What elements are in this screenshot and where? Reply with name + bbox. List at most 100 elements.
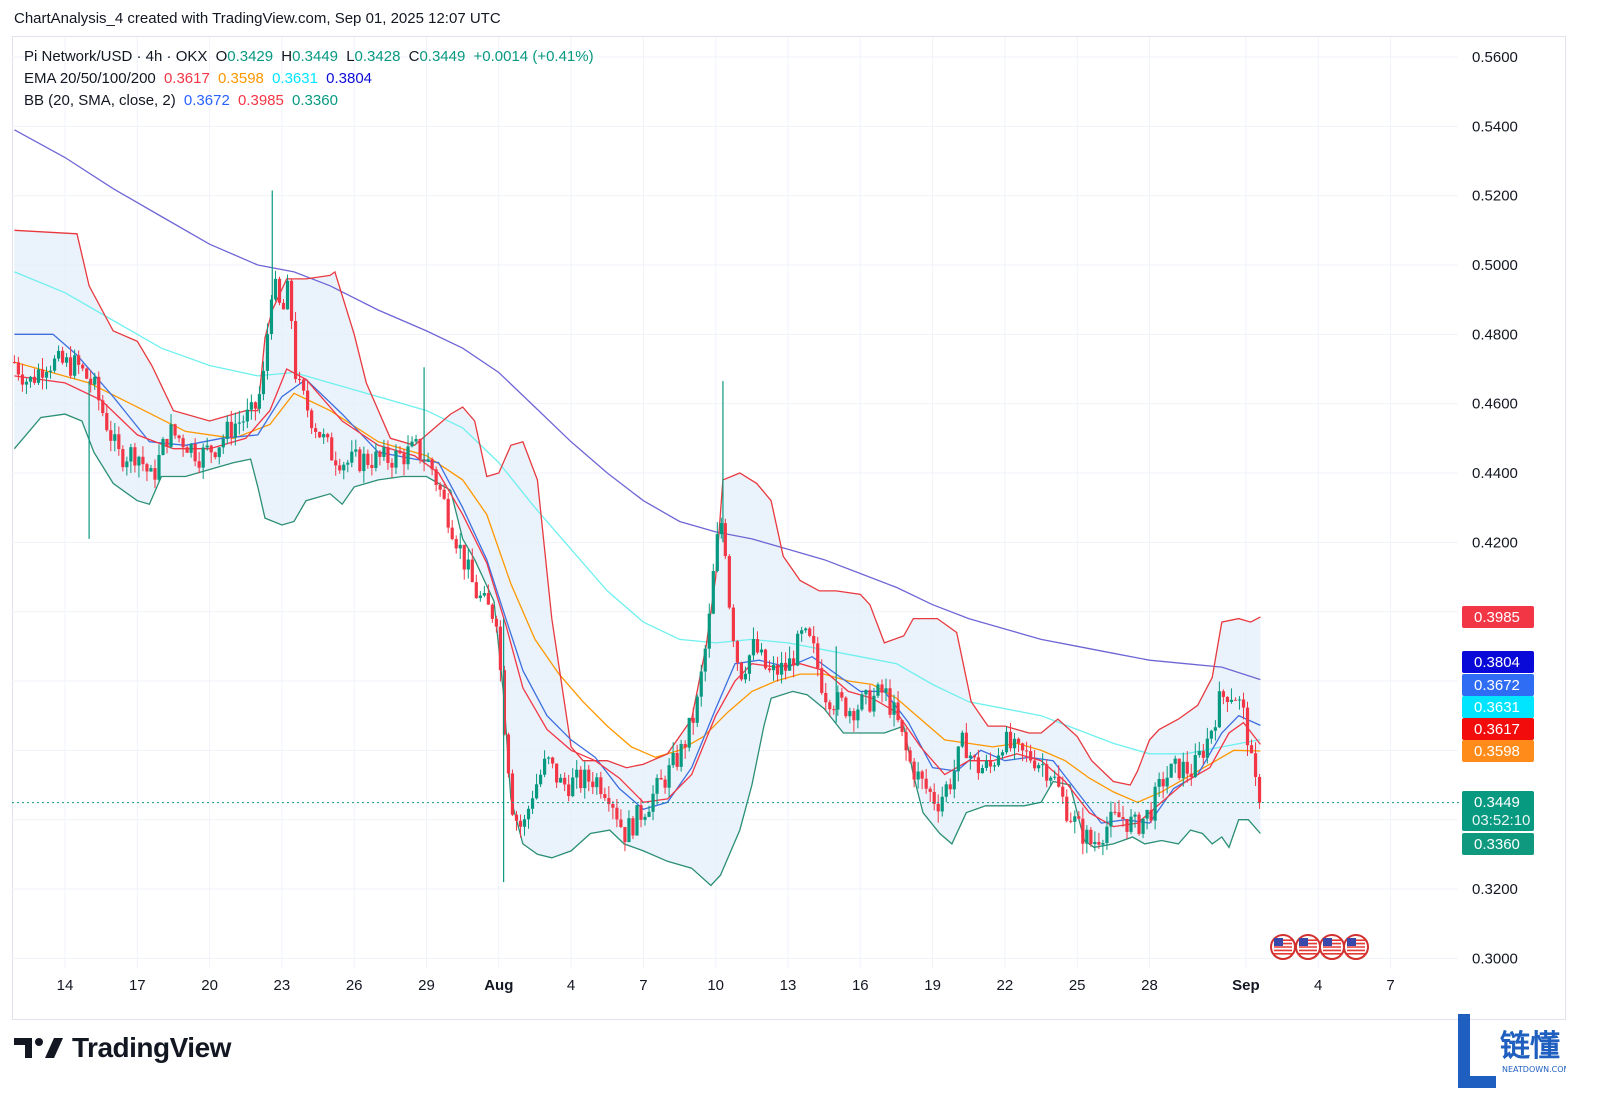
us-flag-event-icon[interactable] (1319, 934, 1345, 960)
candle-body (816, 643, 820, 669)
candle (960, 730, 964, 749)
candle-body (1065, 796, 1069, 821)
candle (69, 346, 73, 379)
candle (1089, 826, 1093, 847)
candle-body (165, 438, 169, 447)
candle-body (1249, 745, 1254, 754)
candle-body (627, 818, 631, 843)
candle (1177, 758, 1181, 781)
candle (876, 682, 880, 699)
candle (1221, 689, 1226, 705)
candle (1245, 701, 1250, 757)
candle (338, 458, 342, 474)
candle-body (350, 451, 354, 463)
candle-body (968, 755, 972, 759)
candle (988, 752, 993, 774)
candle-body (1101, 842, 1105, 845)
candle (896, 691, 900, 723)
candle-body (743, 673, 748, 680)
candle-body (1033, 760, 1037, 769)
price-badge-value: 0.3985 (1474, 609, 1520, 626)
candle-body (326, 434, 330, 438)
candle-body (1209, 730, 1213, 739)
candle (1008, 723, 1013, 752)
price-badge[interactable]: 0.3672 (1462, 674, 1534, 696)
candle (157, 444, 161, 483)
candle (699, 664, 703, 707)
candle-body (844, 697, 848, 717)
candle (587, 765, 591, 792)
candle (65, 353, 69, 367)
time-tick-label: 13 (780, 977, 797, 994)
candle-body (269, 299, 274, 335)
candle (478, 591, 482, 602)
legend-bb-label: BB (20, SMA, close, 2) (24, 92, 176, 109)
candle (350, 440, 354, 468)
candle-body (868, 690, 872, 712)
time-tick-label: 17 (129, 977, 146, 994)
price-tick-label: 0.3200 (1472, 881, 1518, 898)
candle-body (896, 702, 900, 721)
candle (153, 459, 157, 489)
candle (856, 704, 860, 729)
candle (908, 746, 912, 764)
candle (382, 439, 386, 461)
price-badge[interactable]: 0.3598 (1462, 740, 1534, 762)
candle (173, 423, 177, 439)
candle (1213, 720, 1217, 741)
candle-body (591, 781, 595, 788)
legend-row-ema[interactable]: EMA 20/50/100/200 0.3617 0.3598 0.3631 0… (24, 70, 376, 87)
price-badges: 0.3985 0.3804 0.3672 0.3631 0.3617 0.3598 0.34… (1462, 606, 1534, 855)
time-tick-label: 26 (346, 977, 363, 994)
us-flag-event-icon[interactable] (1270, 934, 1296, 960)
time-tick-label: 14 (57, 977, 74, 994)
candle (358, 446, 362, 473)
price-badge[interactable]: 0.3617 (1462, 718, 1534, 740)
tradingview-logo[interactable]: TradingView (14, 1032, 231, 1064)
candle-body (522, 819, 527, 827)
candle-body (261, 370, 266, 395)
us-flag-event-icon[interactable] (1295, 934, 1321, 960)
candle-body (647, 811, 651, 817)
candle-body (792, 658, 796, 666)
candle (852, 708, 856, 732)
candle (193, 438, 197, 467)
candle (924, 768, 928, 794)
candle (1057, 765, 1061, 788)
price-badge[interactable]: 0.3631 (1462, 696, 1534, 718)
candle-body (567, 784, 571, 797)
candle (1161, 771, 1165, 799)
candle (703, 645, 707, 682)
candle (1024, 741, 1029, 763)
price-badge[interactable]: 0.3804 (1462, 651, 1534, 673)
candle-body (1081, 818, 1085, 844)
candle (755, 631, 760, 655)
candle-body (44, 372, 49, 378)
chart-frame[interactable] (12, 36, 1566, 1020)
price-badge[interactable]: 0.3360 (1462, 833, 1534, 855)
candle-body (462, 544, 466, 570)
candle-body (880, 684, 884, 693)
candle-body (1181, 761, 1185, 779)
legend-row-symbol[interactable]: Pi Network/USD · 4h · OKX O0.3429 H0.344… (24, 48, 598, 65)
candle (635, 804, 639, 836)
candle (181, 434, 185, 457)
price-badge[interactable]: 0.3985 (1462, 606, 1534, 628)
legend-row-bb[interactable]: BB (20, SMA, close, 2) 0.3672 0.3985 0.3… (24, 92, 342, 109)
candle (731, 604, 735, 648)
candle (1133, 811, 1137, 828)
candle-body (579, 769, 583, 789)
candle-body (101, 400, 105, 414)
candle (24, 378, 29, 395)
candle (555, 763, 559, 789)
candle-body (956, 746, 960, 772)
candle (318, 431, 322, 439)
candle-body (1004, 731, 1009, 753)
price-tick-label: 0.4800 (1472, 326, 1518, 343)
candle-body (1161, 779, 1165, 787)
candle-body (559, 777, 563, 783)
us-flag-event-icon[interactable] (1343, 934, 1369, 960)
candle-body (478, 595, 482, 599)
